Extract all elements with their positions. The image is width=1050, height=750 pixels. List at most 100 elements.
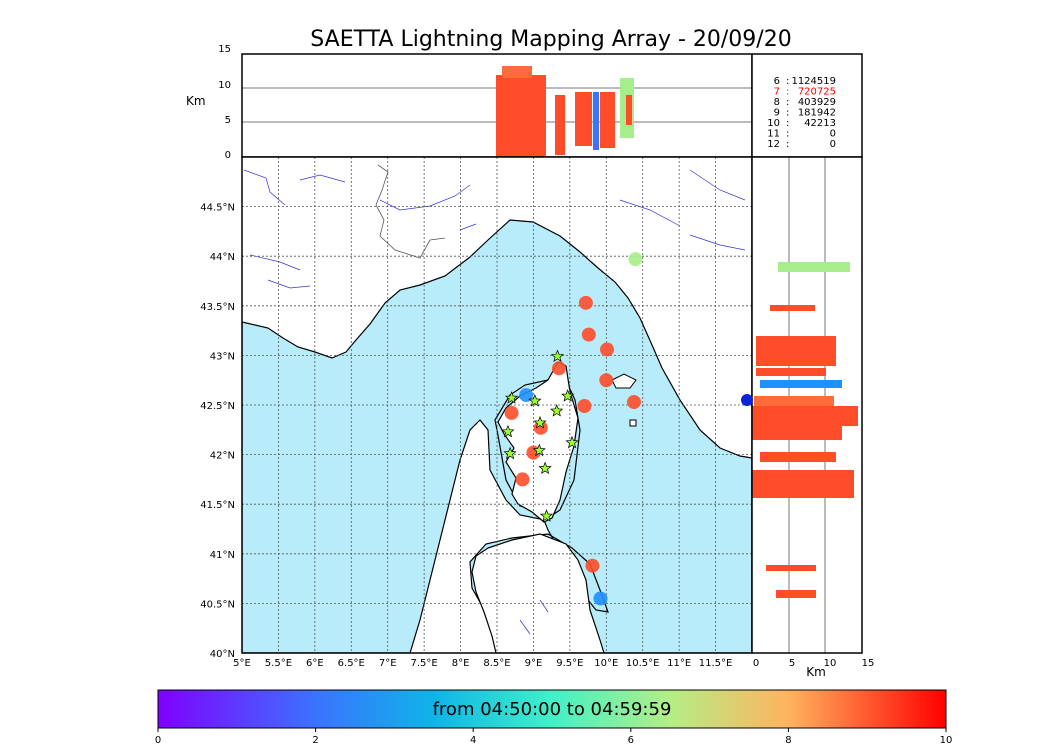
latitude-tick-label: 41°N <box>210 550 235 561</box>
station-star-marker <box>539 509 554 522</box>
station-star-marker <box>528 394 542 407</box>
side-cluster <box>760 380 842 388</box>
station-count-stations: 12 <box>767 139 780 150</box>
station-count-separator: : <box>786 139 789 150</box>
altitude-cluster <box>496 75 546 157</box>
station-count-value: 1124519 <box>791 76 836 87</box>
colorbar-tick-label: 2 <box>312 735 318 746</box>
colorbar-tick-label: 6 <box>628 735 634 746</box>
side-tick-label: 5 <box>789 658 795 669</box>
colorbar-label: from 04:50:00 to 04:59:59 <box>432 698 672 720</box>
station-count-stations: 11 <box>767 129 780 140</box>
side-cluster <box>770 305 815 311</box>
side-tick-label: 0 <box>753 658 759 669</box>
station-star-marker <box>533 415 547 429</box>
altitude-cluster <box>555 95 565 155</box>
side-altitude-panel: 0 5 10 15 Km <box>741 156 875 679</box>
colorbar-tick-label: 10 <box>940 735 953 746</box>
station-count-separator: : <box>786 129 789 140</box>
side-panel-marker <box>741 394 753 406</box>
colorbar-gradient <box>157 689 947 729</box>
station-star-marker <box>550 404 564 417</box>
latitude-tick-label: 43°N <box>210 351 235 362</box>
longitude-tick-label: 6.5°E <box>338 658 365 669</box>
side-tick-label: 10 <box>824 658 837 669</box>
station-count-stations: 9 <box>774 108 780 119</box>
colorbar-tick-label: 8 <box>785 735 791 746</box>
station-count-separator: : <box>786 97 789 108</box>
station-count-separator: : <box>786 118 789 129</box>
station-star-marker <box>550 349 565 362</box>
flash-cluster <box>519 388 534 403</box>
flash-cluster <box>585 558 600 573</box>
flash-cluster <box>578 295 593 310</box>
flash-cluster <box>504 405 519 420</box>
station-star-marker <box>565 435 579 449</box>
flash-cluster <box>599 373 614 388</box>
small-island <box>629 419 637 427</box>
map-gridlines <box>242 157 752 653</box>
station-star-marker <box>504 391 519 404</box>
station-count-value: 0 <box>830 139 836 150</box>
latitude-labels: 40°N 40.5°N 41°N 41.5°N 42°N 42.5°N 43°N 43.5°N… <box>200 203 235 660</box>
flash-cluster <box>600 342 615 357</box>
latitude-tick-label: 44°N <box>210 252 235 263</box>
longitude-tick-label: 11°E <box>667 658 691 669</box>
flash-cluster <box>551 361 566 376</box>
station-count-value: 181942 <box>798 108 836 119</box>
longitude-tick-label: 9.5°E <box>556 658 583 669</box>
elba-island <box>611 373 637 389</box>
altitude-tick-label: 15 <box>218 44 231 55</box>
longitude-tick-label: 5°E <box>233 658 251 669</box>
station-count-separator: : <box>786 76 789 87</box>
station-count-panel: 6:11245197:7207258:4039299:18194210:4221… <box>751 53 863 158</box>
longitude-tick-label: 8.5°E <box>483 658 510 669</box>
latitude-tick-label: 43.5°N <box>200 302 235 313</box>
country-border <box>375 164 446 259</box>
altitude-tick-label: 0 <box>225 150 231 161</box>
station-count-value: 720725 <box>798 87 836 98</box>
side-unit-label: Km <box>806 665 826 679</box>
colorbar: 0 2 4 6 8 10 <box>155 689 953 746</box>
colorbar-overlay: from 04:50:00 to 04:59:59 <box>158 690 946 728</box>
station-star-marker <box>503 446 517 460</box>
station-count-value: 0 <box>830 129 836 140</box>
side-panel-frame <box>751 156 863 654</box>
latitude-tick-label: 42.5°N <box>200 401 235 412</box>
altitude-tick-label: 5 <box>225 115 231 126</box>
map-geography <box>242 164 752 653</box>
station-star-marker <box>538 461 552 475</box>
longitude-labels: 5°E 5.5°E 6°E 6.5°E 7°E 7.5°E 8°E 8.5°E 9°E 9.5°E… <box>233 658 732 669</box>
station-markers <box>501 349 579 522</box>
station-count-value: 403929 <box>798 97 836 108</box>
altitude-cluster <box>626 95 632 125</box>
side-cluster <box>776 590 816 598</box>
station-count-stations: 10 <box>767 118 780 129</box>
longitude-tick-label: 5.5°E <box>265 658 292 669</box>
longitude-tick-label: 9°E <box>525 658 543 669</box>
station-star-marker <box>561 389 575 402</box>
latitude-tick-label: 44.5°N <box>200 203 235 214</box>
longitude-tick-label: 10°E <box>594 658 618 669</box>
side-cluster <box>760 452 836 462</box>
altitude-cluster <box>600 92 615 148</box>
altitude-scatter <box>496 66 634 157</box>
side-tick-label: 15 <box>862 658 875 669</box>
altitude-tick-label: 10 <box>218 80 231 91</box>
station-star-marker <box>532 443 546 457</box>
side-cluster <box>756 336 836 366</box>
river-line <box>243 169 746 635</box>
longitude-tick-label: 7°E <box>379 658 397 669</box>
side-cluster <box>778 262 850 272</box>
sardinia-island <box>471 533 605 653</box>
altitude-cluster <box>575 92 592 146</box>
station-count-value: 42213 <box>804 118 836 129</box>
longitude-tick-label: 8°E <box>452 658 470 669</box>
longitude-tick-label: 7.5°E <box>411 658 438 669</box>
side-cluster <box>752 406 858 426</box>
station-count-separator: : <box>786 108 789 119</box>
longitude-tick-label: 10.5°E <box>626 658 660 669</box>
station-count-stations: 7 <box>774 87 780 98</box>
side-cluster <box>754 396 834 408</box>
